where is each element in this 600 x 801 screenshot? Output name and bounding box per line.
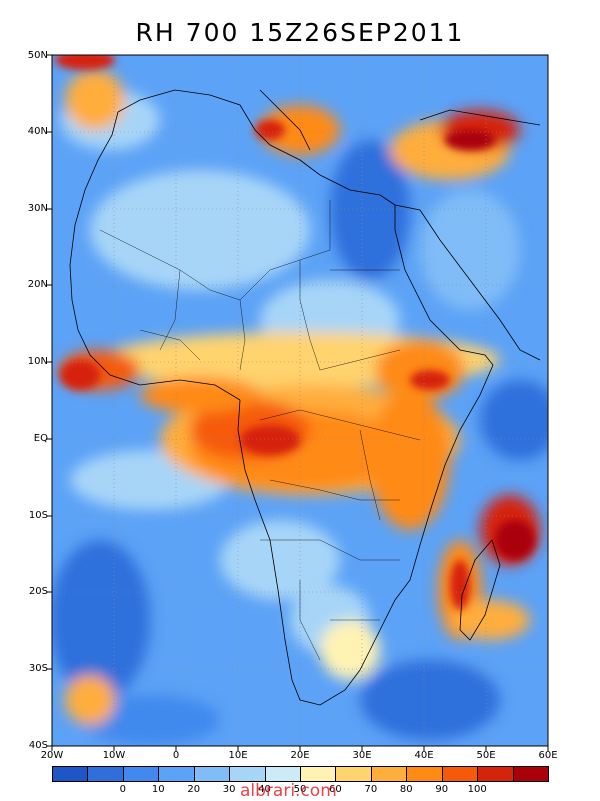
lat-label-eq: EQ (33, 433, 48, 444)
colorbar-swatch (264, 766, 301, 782)
colorbar-swatch (229, 766, 266, 782)
lon-label-50e: 50E (476, 750, 496, 761)
watermark: albrari.com (240, 781, 337, 801)
colorbar-swatch (406, 766, 443, 782)
lat-label-10n: 10N (27, 356, 48, 367)
lon-label-30e: 30E (352, 750, 372, 761)
colorbar-swatch (300, 766, 337, 782)
lon-label-20e: 20E (290, 750, 310, 761)
humidity-field (52, 55, 548, 746)
colorbar-swatch (335, 766, 372, 782)
lat-label-30n: 30N (27, 203, 48, 214)
colorbar-swatch (52, 766, 89, 782)
lat-label-20s: 20S (28, 586, 48, 597)
lat-label-40s: 40S (28, 740, 48, 751)
colorbar-tick-label: 40 (258, 784, 271, 795)
colorbar-tick-label: 70 (364, 784, 378, 795)
lon-label-0: 0 (172, 750, 180, 761)
colorbar-swatch (477, 766, 514, 782)
colorbar-swatch (122, 766, 160, 782)
colorbar-swatch (87, 766, 124, 782)
colorbar-tick-label: 50 (293, 784, 307, 795)
lon-label-20w: 20W (40, 750, 64, 761)
colorbar-tick-label: 20 (187, 784, 201, 795)
coastlines (69, 89, 541, 706)
lon-label-60e: 60E (538, 750, 558, 761)
colorbar-tick-label: 0 (119, 784, 127, 795)
lat-label-50n: 50N (27, 50, 48, 61)
colorbar-swatch (441, 766, 479, 782)
colorbar-swatch (193, 766, 231, 782)
colorbar-tick-label: 90 (435, 784, 449, 795)
colorbar-tick-label: 60 (329, 784, 342, 795)
lat-label-40n: 40N (27, 126, 48, 137)
lat-label-30s: 30S (28, 663, 48, 674)
lon-label-10w: 10W (102, 750, 126, 761)
colorbar-swatch (370, 766, 408, 782)
colorbar-swatch (158, 766, 195, 782)
lon-label-40e: 40E (414, 750, 434, 761)
colorbar-tick-label: 10 (151, 784, 165, 795)
colorbar-tick-label: 100 (467, 784, 487, 795)
lat-label-20n: 20N (27, 279, 48, 290)
axis-ticks (47, 54, 549, 751)
lat-label-10s: 10S (28, 510, 48, 521)
colorbar-swatch (512, 766, 549, 782)
colorbar-tick-label: 30 (222, 784, 236, 795)
country-borders (99, 200, 421, 661)
lon-label-10e: 10E (228, 750, 248, 761)
map-title: RH 700 15Z26SEP2011 (135, 18, 465, 47)
colorbar-tick-label: 80 (399, 784, 413, 795)
